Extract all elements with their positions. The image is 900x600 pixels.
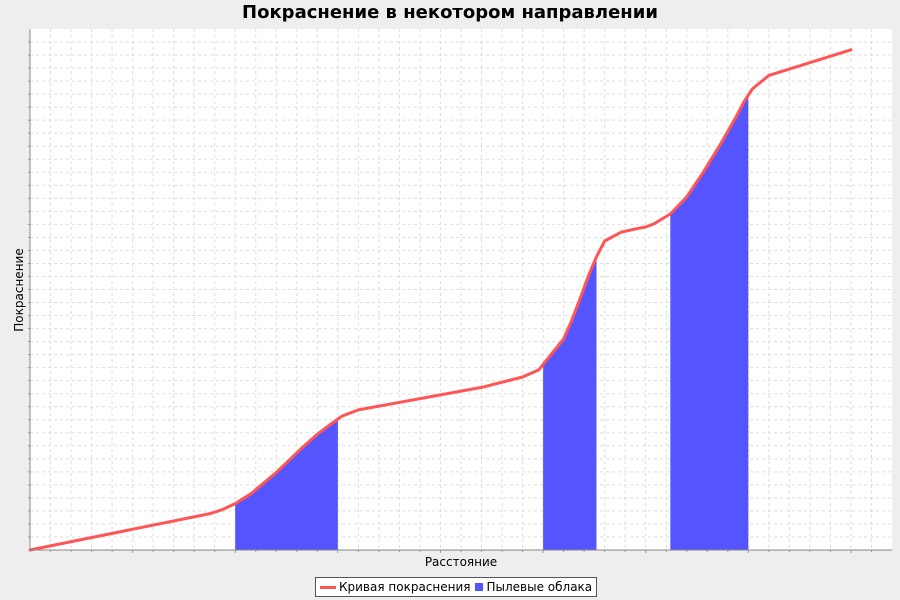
legend-area-swatch bbox=[474, 583, 483, 591]
dust-cloud-area bbox=[543, 256, 597, 550]
legend-label-dust-clouds: Пылевые облака bbox=[486, 580, 593, 594]
chart-title: Покраснение в некотором направлении bbox=[242, 2, 658, 23]
dust-cloud-area bbox=[235, 419, 338, 550]
legend-item-reddening-curve: Кривая покраснения bbox=[320, 580, 471, 594]
legend-label-reddening-curve: Кривая покраснения bbox=[339, 580, 471, 594]
legend: Кривая покраснения Пылевые облака bbox=[315, 577, 598, 597]
reddening-curve-line bbox=[28, 48, 853, 552]
dust-cloud-regions bbox=[235, 95, 749, 550]
x-axis-label: Расстояние bbox=[424, 555, 498, 569]
legend-item-dust-clouds: Пылевые облака bbox=[474, 580, 593, 594]
dust-cloud-area bbox=[670, 95, 749, 550]
legend-line-swatch bbox=[320, 585, 336, 589]
